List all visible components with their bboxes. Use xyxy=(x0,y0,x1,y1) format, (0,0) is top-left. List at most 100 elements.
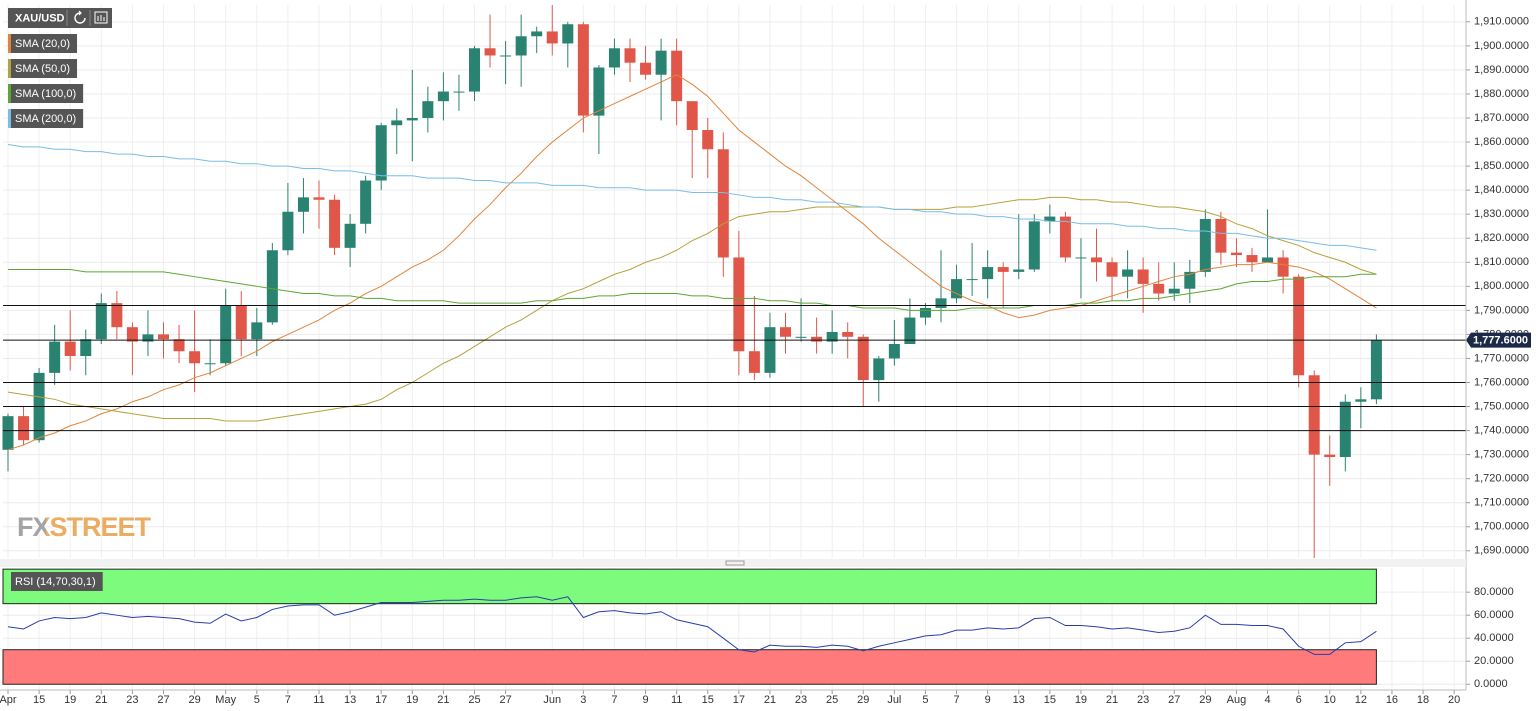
candle-body xyxy=(1262,257,1274,263)
y-tick-label: 1,810.0000 xyxy=(1474,256,1529,268)
candle-body xyxy=(484,48,496,56)
candle-body xyxy=(111,303,123,328)
x-tick-label: 17 xyxy=(375,694,387,706)
candle-body xyxy=(1370,340,1382,400)
y-tick-label: 1,830.0000 xyxy=(1474,208,1529,220)
candle-body xyxy=(811,336,823,342)
candle-body xyxy=(764,327,776,373)
y-tick-label: 20.0000 xyxy=(1474,655,1514,667)
x-tick-label: 27 xyxy=(499,694,511,706)
y-tick-label: 1,720.0000 xyxy=(1474,473,1529,485)
candle-body xyxy=(888,344,900,359)
candle-body xyxy=(189,351,201,364)
candle-body xyxy=(1044,216,1056,222)
candle-body xyxy=(18,416,30,441)
candle-body xyxy=(982,267,994,280)
y-tick-label: 1,740.0000 xyxy=(1474,424,1529,436)
x-tick-label: 19 xyxy=(1075,694,1087,706)
x-tick-label: 5 xyxy=(254,694,260,706)
candle-body xyxy=(748,351,760,373)
sma-line xyxy=(8,268,1377,311)
candle-body xyxy=(2,416,14,450)
y-tick-label: 1,910.0000 xyxy=(1474,16,1529,28)
candle-body xyxy=(717,149,729,258)
x-tick-label: 7 xyxy=(953,694,959,706)
candle-body xyxy=(1308,375,1320,455)
rsi-zone xyxy=(2,649,1377,685)
candle-body xyxy=(1230,252,1242,256)
candle-body xyxy=(64,341,76,357)
candle-body xyxy=(1293,276,1305,376)
y-tick-label: 40.0000 xyxy=(1474,632,1514,644)
legend-swatch xyxy=(8,84,11,103)
y-tick-label: 80.0000 xyxy=(1474,586,1514,598)
legend-swatch xyxy=(8,109,11,128)
candle-body xyxy=(1199,218,1211,272)
bars-icon[interactable] xyxy=(94,11,108,24)
sma-line xyxy=(7,196,1377,422)
candle-body xyxy=(1028,221,1040,270)
candle-body xyxy=(733,257,745,352)
candle-body xyxy=(997,267,1009,272)
candle-body xyxy=(220,305,232,364)
y-tick-label: 1,760.0000 xyxy=(1474,376,1529,388)
x-tick-label: May xyxy=(215,694,236,706)
candle-body xyxy=(406,118,418,121)
x-tick-label: 10 xyxy=(1324,694,1336,706)
x-tick-label: 18 xyxy=(1417,694,1429,706)
legend-label: SMA (100,0) xyxy=(15,88,76,100)
legend-background xyxy=(8,572,103,591)
resize-handle[interactable] xyxy=(725,560,745,566)
x-tick-label: 9 xyxy=(642,694,648,706)
last-price-tag xyxy=(1466,332,1531,348)
panel-separator[interactable] xyxy=(0,559,1466,567)
candle-body xyxy=(266,250,278,323)
x-tick-label: 3 xyxy=(580,694,586,706)
candle-body xyxy=(126,327,138,342)
x-tick-label: 7 xyxy=(611,694,617,706)
symbol-background xyxy=(8,8,112,28)
x-tick-label: Jul xyxy=(887,694,901,706)
legend-swatch xyxy=(8,34,11,53)
candle-body xyxy=(1106,262,1118,277)
marks-layer xyxy=(2,5,1466,655)
x-tick-label: 19 xyxy=(406,694,418,706)
x-tick-label: 29 xyxy=(857,694,869,706)
x-tick-label: 19 xyxy=(64,694,76,706)
candle-body xyxy=(857,336,869,381)
candle-body xyxy=(624,48,636,63)
candle-body xyxy=(826,331,838,342)
last-price-label: 1,777.6000 xyxy=(1473,335,1528,347)
x-tick-label: 23 xyxy=(795,694,807,706)
candle-body xyxy=(640,62,652,75)
y-tick-label: 1,860.0000 xyxy=(1474,136,1529,148)
refresh-icon[interactable] xyxy=(74,12,86,24)
candle-body xyxy=(655,50,667,75)
candle-body xyxy=(1075,257,1087,259)
sma-line xyxy=(7,143,1377,251)
candle-body xyxy=(1059,216,1071,258)
candle-body xyxy=(966,279,978,281)
x-tick-label: 29 xyxy=(1199,694,1211,706)
y-tick-label: 1,820.0000 xyxy=(1474,232,1529,244)
y-tick-label: 0.0000 xyxy=(1474,678,1508,690)
candle-body xyxy=(795,336,807,338)
x-tick-label: 23 xyxy=(1137,694,1149,706)
candle-body xyxy=(593,67,605,116)
legend-swatch xyxy=(8,59,11,78)
candle-body xyxy=(95,303,107,340)
candle-body xyxy=(1013,269,1025,272)
x-tick-label: 23 xyxy=(126,694,138,706)
x-tick-label: 13 xyxy=(1013,694,1025,706)
x-tick-label: 13 xyxy=(344,694,356,706)
candle-body xyxy=(515,36,527,56)
candle-body xyxy=(80,339,92,357)
candle-body xyxy=(375,125,387,181)
candle-body xyxy=(780,327,791,337)
candle-body xyxy=(562,24,574,44)
y-tick-label: 1,770.0000 xyxy=(1474,352,1529,364)
candle-body xyxy=(1137,269,1149,284)
legend-label: SMA (20,0) xyxy=(15,38,70,50)
x-tick-label: 25 xyxy=(826,694,838,706)
